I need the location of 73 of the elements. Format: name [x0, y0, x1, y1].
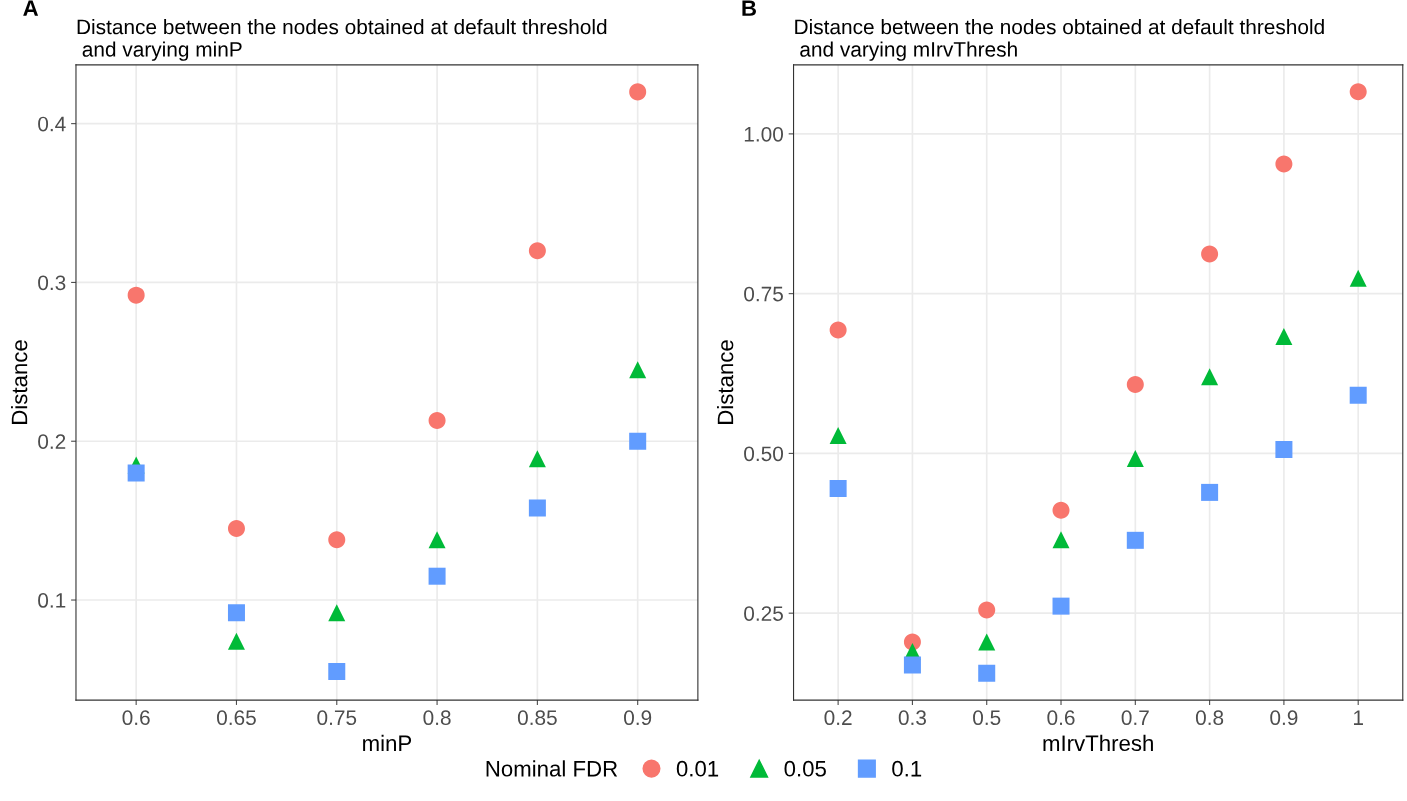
- x-tick-label: 0.8: [423, 710, 451, 726]
- y-tick-label: 0.75: [744, 286, 783, 302]
- legend-label: 0.1: [892, 760, 922, 777]
- point: [1349, 83, 1367, 101]
- x-tick-label: 0.7: [1121, 710, 1149, 726]
- chart-title: Distance between the nodes obtained at default threshold and varying mIrvThresh: [795, 19, 1324, 61]
- point: [978, 664, 996, 682]
- point: [227, 632, 245, 650]
- legend-title: Nominal FDR: [486, 760, 618, 777]
- point: [227, 604, 245, 622]
- point: [328, 662, 346, 680]
- y-tick-label: 1.00: [744, 126, 784, 142]
- point: [1349, 386, 1367, 404]
- point: [127, 286, 145, 304]
- point: [227, 520, 245, 538]
- x-tick-label: 0.9: [624, 710, 652, 726]
- point: [978, 633, 996, 651]
- point: [978, 601, 996, 619]
- point: [1126, 531, 1144, 549]
- y-axis-title: Distance: [11, 340, 28, 424]
- chart-title: Distance between the nodes obtained at default threshold and varying minP: [77, 19, 607, 61]
- x-tick-label: 0.6: [122, 710, 150, 726]
- legend-label: 0.01: [676, 760, 719, 777]
- point: [428, 531, 446, 549]
- x-tick-label: 0.5: [973, 710, 1001, 726]
- point: [903, 656, 921, 674]
- y-tick-label: 0.50: [744, 446, 784, 462]
- x-tick-label: 0.2: [824, 710, 852, 726]
- y-tick-label: 0.2: [38, 434, 66, 449]
- point: [1275, 441, 1293, 459]
- text: B: [742, 0, 756, 16]
- point: [428, 412, 446, 430]
- point: [1275, 327, 1293, 345]
- x-tick-label: 0.6: [1047, 710, 1075, 726]
- point: [629, 361, 647, 379]
- point: [829, 321, 847, 339]
- point: [328, 531, 346, 549]
- y-axis-title: Distance: [717, 340, 734, 424]
- point: [829, 480, 847, 498]
- y-tick-label: 0.3: [38, 275, 66, 291]
- x-tick-label: 1: [1354, 710, 1363, 725]
- point: [328, 604, 346, 622]
- x-tick-label: 0.85: [517, 710, 557, 726]
- x-tick-label: 0.9: [1270, 710, 1298, 726]
- point: [528, 450, 546, 468]
- x-tick-label: 0.65: [217, 710, 256, 726]
- point: [1052, 531, 1070, 549]
- point: [528, 499, 546, 517]
- x-axis-title: minP: [363, 734, 412, 751]
- legend-label: 0.05: [784, 760, 826, 777]
- point: [1052, 501, 1070, 519]
- y-tick-label: 0.25: [744, 606, 783, 621]
- x-axis-title: mIrvThresh: [1043, 734, 1153, 752]
- point: [829, 427, 847, 445]
- point: [1126, 450, 1144, 468]
- point: [1349, 269, 1367, 287]
- point: [1052, 597, 1070, 615]
- point: [127, 464, 145, 482]
- point: [1201, 245, 1219, 263]
- x-tick-label: 0.75: [317, 710, 357, 726]
- point: [629, 432, 647, 450]
- point: [528, 242, 546, 260]
- y-tick-label: 0.4: [38, 116, 66, 132]
- point: [428, 567, 446, 585]
- text: A: [23, 0, 39, 16]
- x-tick-label: 0.3: [898, 710, 926, 726]
- point: [1201, 368, 1219, 386]
- x-tick-label: 0.8: [1195, 710, 1224, 726]
- y-tick-label: 0.1: [38, 593, 66, 608]
- point: [1201, 483, 1219, 501]
- point: [629, 83, 647, 101]
- point: [1275, 155, 1293, 173]
- point: [1126, 375, 1144, 393]
